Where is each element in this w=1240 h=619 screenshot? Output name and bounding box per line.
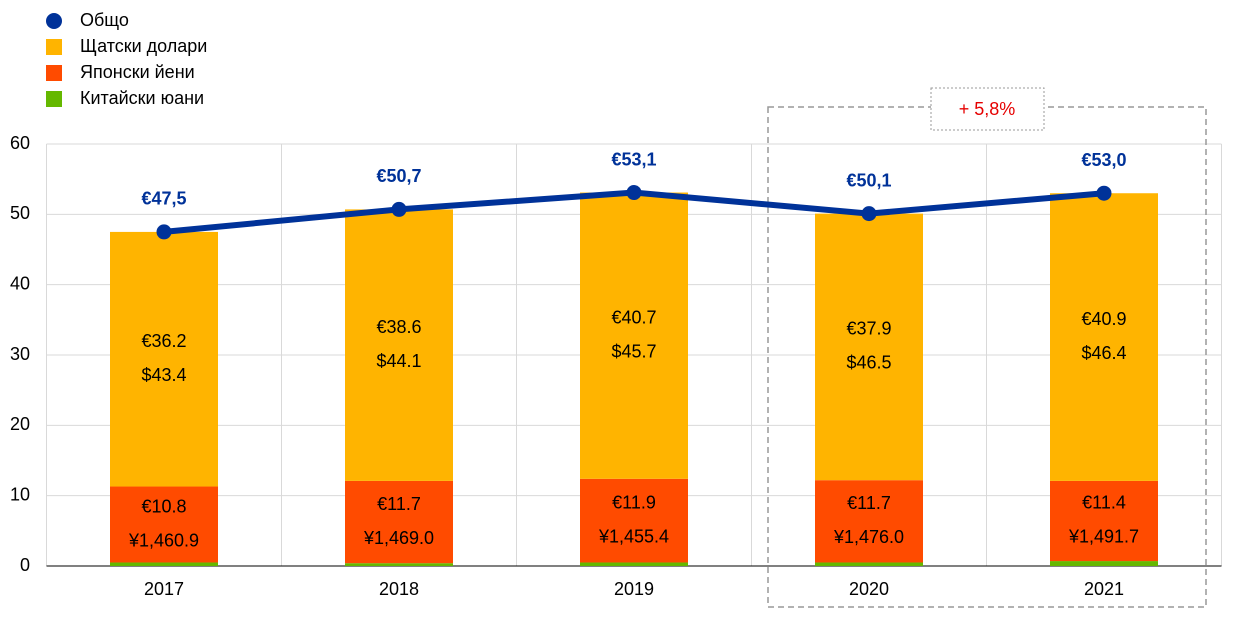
value-label: €10.8 bbox=[141, 496, 186, 516]
native-label: $46.5 bbox=[846, 353, 891, 373]
native-label: $45.7 bbox=[611, 341, 656, 361]
y-tick-label: 10 bbox=[10, 484, 30, 504]
value-label: €11.4 bbox=[1082, 493, 1126, 513]
x-tick-label: 2020 bbox=[849, 579, 889, 599]
total-label: €50,7 bbox=[376, 166, 421, 186]
legend-marker bbox=[46, 91, 62, 107]
bar-segment bbox=[1050, 480, 1158, 562]
legend-label: Японски йени bbox=[80, 62, 195, 82]
legend-label: Общо bbox=[80, 10, 129, 30]
y-tick-label: 60 bbox=[10, 133, 30, 153]
bar-segment bbox=[110, 562, 218, 566]
legend-marker bbox=[46, 13, 62, 29]
y-tick-label: 30 bbox=[10, 344, 30, 364]
native-label: $43.4 bbox=[141, 365, 186, 385]
total-point bbox=[861, 206, 877, 222]
bar-segment bbox=[345, 563, 453, 566]
x-tick-label: 2019 bbox=[614, 579, 654, 599]
annotation: + 5,8% bbox=[959, 99, 1016, 119]
total-label: €53,1 bbox=[611, 149, 656, 169]
total-point bbox=[156, 224, 172, 240]
y-tick-label: 20 bbox=[10, 414, 30, 434]
y-tick-label: 0 bbox=[20, 555, 30, 575]
bar-segment bbox=[815, 213, 923, 481]
annotation-region bbox=[767, 106, 1207, 608]
native-label: ¥1,491.7 bbox=[1068, 527, 1139, 547]
native-label: $44.1 bbox=[376, 351, 421, 371]
x-tick-label: 2021 bbox=[1084, 579, 1124, 599]
value-label: €40.7 bbox=[611, 307, 656, 327]
legend-label: Щатски долари bbox=[80, 36, 207, 56]
total-label: €53,0 bbox=[1081, 150, 1126, 170]
value-label: €40.9 bbox=[1081, 309, 1126, 329]
y-tick-label: 40 bbox=[10, 273, 30, 293]
native-label: ¥1,460.9 bbox=[128, 530, 199, 550]
bar-segment bbox=[110, 486, 218, 563]
x-tick-label: 2018 bbox=[379, 579, 419, 599]
bar-segment bbox=[580, 478, 688, 563]
value-label: €37.9 bbox=[846, 319, 891, 339]
value-label: €11.7 bbox=[847, 493, 891, 513]
native-label: ¥1,455.4 bbox=[598, 526, 669, 546]
legend-marker bbox=[46, 39, 62, 55]
bar-segment bbox=[815, 480, 923, 563]
y-tick-label: 50 bbox=[10, 203, 30, 223]
bar-segment bbox=[580, 562, 688, 566]
bar-segment bbox=[110, 231, 218, 487]
value-label: €11.9 bbox=[612, 492, 656, 512]
value-label: €11.7 bbox=[377, 494, 421, 514]
value-label: €36.2 bbox=[141, 331, 186, 351]
x-tick-label: 2017 bbox=[144, 579, 184, 599]
bar-segment bbox=[345, 480, 453, 564]
total-label: €47,5 bbox=[141, 189, 186, 209]
annotation-box bbox=[930, 87, 1045, 131]
native-label: ¥1,476.0 bbox=[833, 527, 904, 547]
total-point bbox=[626, 185, 642, 201]
legend-label: Китайски юани bbox=[80, 88, 204, 108]
total-label: €50,1 bbox=[846, 170, 891, 190]
total-point bbox=[391, 201, 407, 217]
value-label: €38.6 bbox=[376, 317, 421, 337]
native-label: $46.4 bbox=[1081, 343, 1126, 363]
bar-segment bbox=[1050, 193, 1158, 481]
total-point bbox=[1096, 185, 1112, 201]
bar-segment bbox=[815, 562, 923, 566]
bar-segment bbox=[1050, 561, 1158, 566]
bar-segment bbox=[345, 209, 453, 481]
legend-marker bbox=[46, 65, 62, 81]
bar-segment bbox=[580, 192, 688, 479]
native-label: ¥1,469.0 bbox=[363, 528, 434, 548]
